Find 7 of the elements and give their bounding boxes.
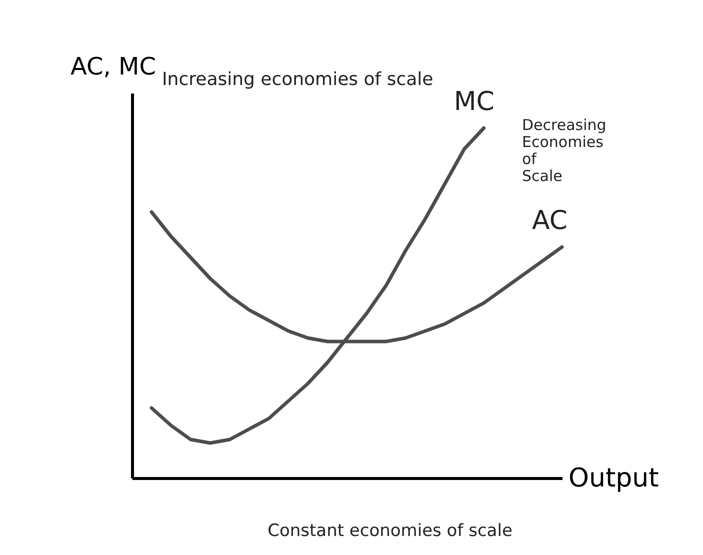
y-axis-title: AC, MC xyxy=(70,52,156,80)
annotation: Decreasing Economies of Scale xyxy=(522,116,606,185)
series-label: MC xyxy=(454,87,494,117)
series-label: AC xyxy=(532,206,568,236)
text: Increasing economies of scale xyxy=(162,69,434,90)
text: Constant economies of scale xyxy=(268,521,512,541)
x-axis-title: Output xyxy=(568,464,659,494)
